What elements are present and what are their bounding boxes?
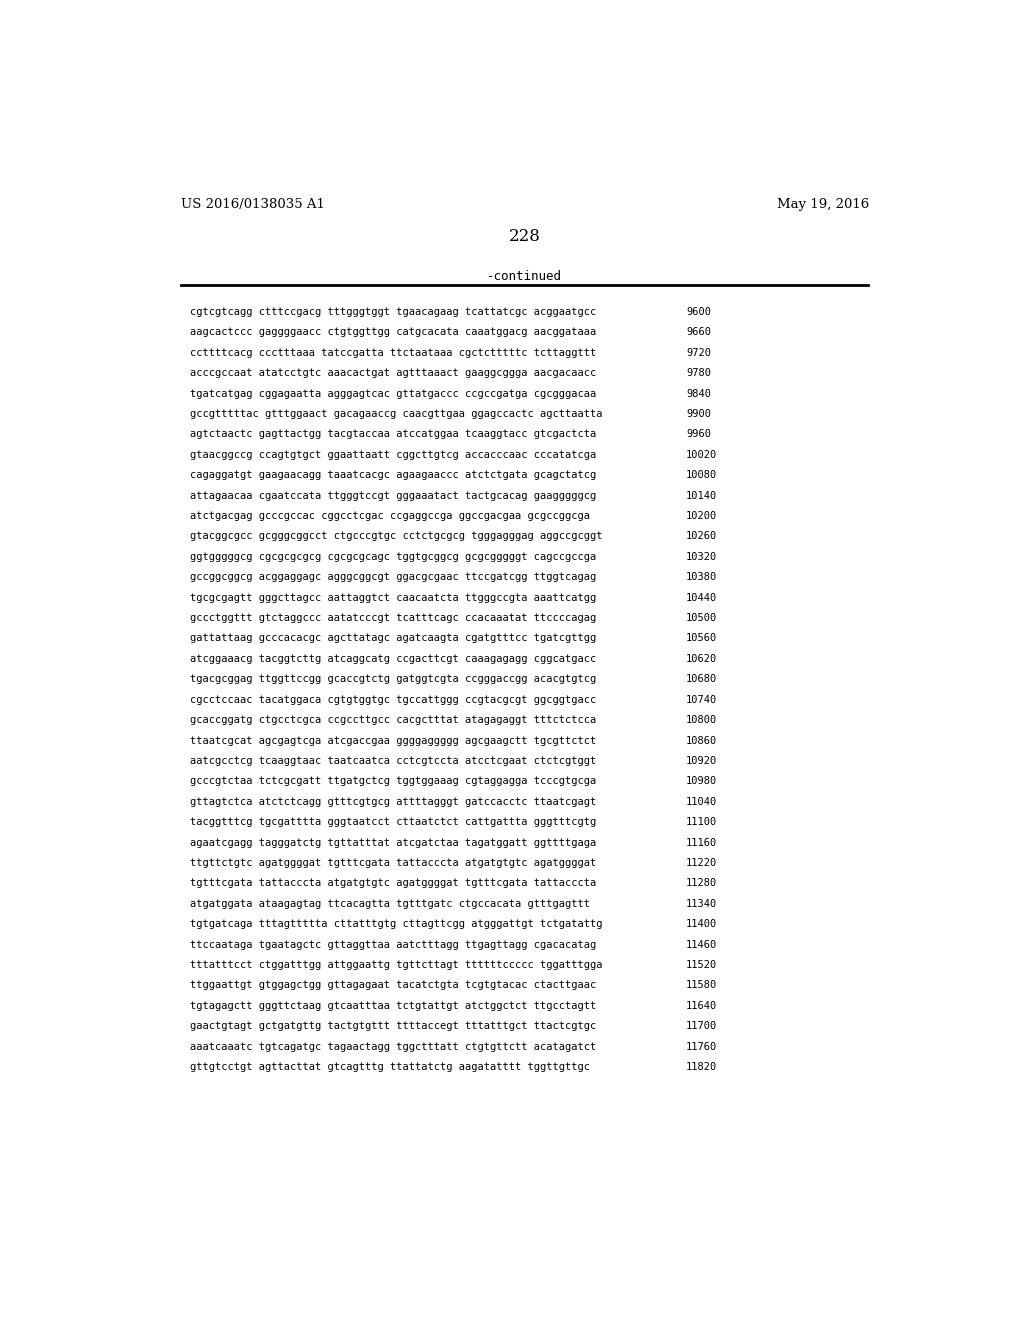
- Text: gcaccggatg ctgcctcgca ccgccttgcc cacgctttat atagagaggt tttctctcca: gcaccggatg ctgcctcgca ccgccttgcc cacgctt…: [190, 715, 596, 725]
- Text: 11100: 11100: [686, 817, 717, 828]
- Text: 11460: 11460: [686, 940, 717, 949]
- Text: agaatcgagg tagggatctg tgttatttat atcgatctaa tagatggatt ggttttgaga: agaatcgagg tagggatctg tgttatttat atcgatc…: [190, 838, 596, 847]
- Text: 10620: 10620: [686, 653, 717, 664]
- Text: May 19, 2016: May 19, 2016: [776, 198, 869, 211]
- Text: cgcctccaac tacatggaca cgtgtggtgc tgccattggg ccgtacgcgt ggcggtgacc: cgcctccaac tacatggaca cgtgtggtgc tgccatt…: [190, 694, 596, 705]
- Text: 11580: 11580: [686, 981, 717, 990]
- Text: 9960: 9960: [686, 429, 711, 440]
- Text: gccctggttt gtctaggccc aatatcccgt tcatttcagc ccacaaatat ttccccagag: gccctggttt gtctaggccc aatatcccgt tcatttc…: [190, 612, 596, 623]
- Text: aagcactccc gaggggaacc ctgtggttgg catgcacata caaatggacg aacggataaa: aagcactccc gaggggaacc ctgtggttgg catgcac…: [190, 327, 596, 338]
- Text: tgtttcgata tattacccta atgatgtgtc agatggggat tgtttcgata tattacccta: tgtttcgata tattacccta atgatgtgtc agatggg…: [190, 878, 596, 888]
- Text: US 2016/0138035 A1: US 2016/0138035 A1: [180, 198, 325, 211]
- Text: gaactgtagt gctgatgttg tactgtgttt ttttaccegt tttatttgct ttactcgtgc: gaactgtagt gctgatgttg tactgtgttt ttttacc…: [190, 1022, 596, 1031]
- Text: tgcgcgagtt gggcttagcc aattaggtct caacaatcta ttgggccgta aaattcatgg: tgcgcgagtt gggcttagcc aattaggtct caacaat…: [190, 593, 596, 603]
- Text: tgatcatgag cggagaatta agggagtcac gttatgaccc ccgccgatga cgcgggacaa: tgatcatgag cggagaatta agggagtcac gttatga…: [190, 388, 596, 399]
- Text: 10440: 10440: [686, 593, 717, 603]
- Text: 10500: 10500: [686, 612, 717, 623]
- Text: 11040: 11040: [686, 797, 717, 807]
- Text: 11640: 11640: [686, 1001, 717, 1011]
- Text: 9900: 9900: [686, 409, 711, 418]
- Text: tttatttcct ctggatttgg attggaattg tgttcttagt ttttttccccc tggatttgga: tttatttcct ctggatttgg attggaattg tgttctt…: [190, 960, 602, 970]
- Text: cagaggatgt gaagaacagg taaatcacgc agaagaaccc atctctgata gcagctatcg: cagaggatgt gaagaacagg taaatcacgc agaagaa…: [190, 470, 596, 480]
- Text: gccgtttttac gtttggaact gacagaaccg caacgttgaa ggagccactc agcttaatta: gccgtttttac gtttggaact gacagaaccg caacgt…: [190, 409, 602, 418]
- Text: 10800: 10800: [686, 715, 717, 725]
- Text: 228: 228: [509, 227, 541, 244]
- Text: 11280: 11280: [686, 878, 717, 888]
- Text: 10860: 10860: [686, 735, 717, 746]
- Text: ttaatcgcat agcgagtcga atcgaccgaa ggggaggggg agcgaagctt tgcgttctct: ttaatcgcat agcgagtcga atcgaccgaa ggggagg…: [190, 735, 596, 746]
- Text: gccggcggcg acggaggagc agggcggcgt ggacgcgaac ttccgatcgg ttggtcagag: gccggcggcg acggaggagc agggcggcgt ggacgcg…: [190, 573, 596, 582]
- Text: ggtgggggcg cgcgcgcgcg cgcgcgcagc tggtgcggcg gcgcgggggt cagccgccga: ggtgggggcg cgcgcgcgcg cgcgcgcagc tggtgcg…: [190, 552, 596, 562]
- Text: gcccgtctaa tctcgcgatt ttgatgctcg tggtggaaag cgtaggagga tcccgtgcga: gcccgtctaa tctcgcgatt ttgatgctcg tggtgga…: [190, 776, 596, 787]
- Text: 9600: 9600: [686, 308, 711, 317]
- Text: 9660: 9660: [686, 327, 711, 338]
- Text: tgtgatcaga tttagttttta cttatttgtg cttagttcgg atgggattgt tctgatattg: tgtgatcaga tttagttttta cttatttgtg cttagt…: [190, 919, 602, 929]
- Text: 9780: 9780: [686, 368, 711, 379]
- Text: ttggaattgt gtggagctgg gttagagaat tacatctgta tcgtgtacac ctacttgaac: ttggaattgt gtggagctgg gttagagaat tacatct…: [190, 981, 596, 990]
- Text: gtaacggccg ccagtgtgct ggaattaatt cggcttgtcg accacccaac cccatatcga: gtaacggccg ccagtgtgct ggaattaatt cggcttg…: [190, 450, 596, 459]
- Text: 11520: 11520: [686, 960, 717, 970]
- Text: gtacggcgcc gcgggcggcct ctgcccgtgc cctctgcgcg tgggagggag aggccgcggt: gtacggcgcc gcgggcggcct ctgcccgtgc cctctg…: [190, 532, 602, 541]
- Text: 10920: 10920: [686, 756, 717, 766]
- Text: 11160: 11160: [686, 838, 717, 847]
- Text: 10260: 10260: [686, 532, 717, 541]
- Text: acccgccaat atatcctgtc aaacactgat agtttaaact gaaggcggga aacgacaacc: acccgccaat atatcctgtc aaacactgat agtttaa…: [190, 368, 596, 379]
- Text: agtctaactc gagttactgg tacgtaccaa atccatggaa tcaaggtacc gtcgactcta: agtctaactc gagttactgg tacgtaccaa atccatg…: [190, 429, 596, 440]
- Text: 11400: 11400: [686, 919, 717, 929]
- Text: tgacgcggag ttggttccgg gcaccgtctg gatggtcgta ccgggaccgg acacgtgtcg: tgacgcggag ttggttccgg gcaccgtctg gatggtc…: [190, 675, 596, 684]
- Text: aaatcaaatc tgtcagatgc tagaactagg tggctttatt ctgtgttctt acatagatct: aaatcaaatc tgtcagatgc tagaactagg tggcttt…: [190, 1041, 596, 1052]
- Text: 10380: 10380: [686, 573, 717, 582]
- Text: 10560: 10560: [686, 634, 717, 643]
- Text: gattattaag gcccacacgc agcttatagc agatcaagta cgatgtttcc tgatcgttgg: gattattaag gcccacacgc agcttatagc agatcaa…: [190, 634, 596, 643]
- Text: 9720: 9720: [686, 348, 711, 358]
- Text: ttgttctgtc agatggggat tgtttcgata tattacccta atgatgtgtc agatggggat: ttgttctgtc agatggggat tgtttcgata tattacc…: [190, 858, 596, 869]
- Text: 11700: 11700: [686, 1022, 717, 1031]
- Text: 10200: 10200: [686, 511, 717, 521]
- Text: 11340: 11340: [686, 899, 717, 908]
- Text: 10980: 10980: [686, 776, 717, 787]
- Text: aatcgcctcg tcaaggtaac taatcaatca cctcgtccta atcctcgaat ctctcgtggt: aatcgcctcg tcaaggtaac taatcaatca cctcgtc…: [190, 756, 596, 766]
- Text: 10740: 10740: [686, 694, 717, 705]
- Text: 10680: 10680: [686, 675, 717, 684]
- Text: gttagtctca atctctcagg gtttcgtgcg attttagggt gatccacctc ttaatcgagt: gttagtctca atctctcagg gtttcgtgcg attttag…: [190, 797, 596, 807]
- Text: tacggtttcg tgcgatttta gggtaatcct cttaatctct cattgattta gggtttcgtg: tacggtttcg tgcgatttta gggtaatcct cttaatc…: [190, 817, 596, 828]
- Text: 9840: 9840: [686, 388, 711, 399]
- Text: atctgacgag gcccgccac cggcctcgac ccgaggccga ggccgacgaa gcgccggcga: atctgacgag gcccgccac cggcctcgac ccgaggcc…: [190, 511, 590, 521]
- Text: 11760: 11760: [686, 1041, 717, 1052]
- Text: -continued: -continued: [487, 271, 562, 282]
- Text: 10320: 10320: [686, 552, 717, 562]
- Text: cgtcgtcagg ctttccgacg tttgggtggt tgaacagaag tcattatcgc acggaatgcc: cgtcgtcagg ctttccgacg tttgggtggt tgaacag…: [190, 308, 596, 317]
- Text: attagaacaa cgaatccata ttgggtccgt gggaaatact tactgcacag gaagggggcg: attagaacaa cgaatccata ttgggtccgt gggaaat…: [190, 491, 596, 500]
- Text: 10020: 10020: [686, 450, 717, 459]
- Text: ttccaataga tgaatagctc gttaggttaa aatctttagg ttgagttagg cgacacatag: ttccaataga tgaatagctc gttaggttaa aatcttt…: [190, 940, 596, 949]
- Text: 11820: 11820: [686, 1063, 717, 1072]
- Text: 10080: 10080: [686, 470, 717, 480]
- Text: 10140: 10140: [686, 491, 717, 500]
- Text: 11220: 11220: [686, 858, 717, 869]
- Text: atcggaaacg tacggtcttg atcaggcatg ccgacttcgt caaagagagg cggcatgacc: atcggaaacg tacggtcttg atcaggcatg ccgactt…: [190, 653, 596, 664]
- Text: tgtagagctt gggttctaag gtcaatttaa tctgtattgt atctggctct ttgcctagtt: tgtagagctt gggttctaag gtcaatttaa tctgtat…: [190, 1001, 596, 1011]
- Text: ccttttcacg ccctttaaa tatccgatta ttctaataaa cgctctttttc tcttaggttt: ccttttcacg ccctttaaa tatccgatta ttctaata…: [190, 348, 596, 358]
- Text: atgatggata ataagagtag ttcacagtta tgtttgatc ctgccacata gtttgagttt: atgatggata ataagagtag ttcacagtta tgtttga…: [190, 899, 590, 908]
- Text: gttgtcctgt agttacttat gtcagtttg ttattatctg aagatatttt tggttgttgc: gttgtcctgt agttacttat gtcagtttg ttattatc…: [190, 1063, 590, 1072]
